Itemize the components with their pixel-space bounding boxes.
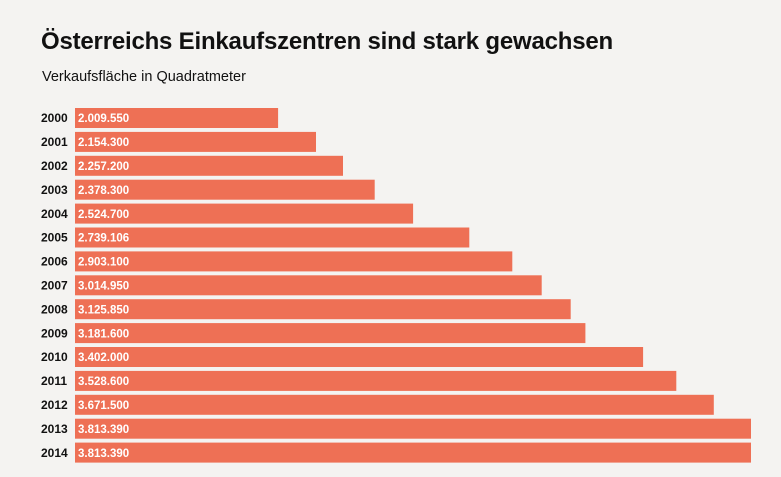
value-label-2003: 2.378.300 <box>78 185 129 197</box>
bar-2011 <box>75 370 677 391</box>
year-label-2014: 2014 <box>41 446 68 460</box>
value-label-2006: 2.903.100 <box>78 257 129 269</box>
bar-2000 <box>75 108 279 128</box>
value-label-2011: 3.528.600 <box>78 376 129 388</box>
bar-row-2010: 2010 3.402.000 <box>41 347 644 367</box>
year-label-2002: 2002 <box>41 159 68 173</box>
year-label-2007: 2007 <box>41 279 68 293</box>
value-label-2008: 3.125.850 <box>78 304 129 316</box>
year-label-2011: 2011 <box>41 374 67 388</box>
bar-row-2013: 2013 3.813.390 <box>41 418 751 439</box>
bar-row-2012: 2012 3.671.500 <box>41 394 714 415</box>
bar-2010 <box>75 347 644 367</box>
value-label-2012: 3.671.500 <box>78 400 129 412</box>
bar-row-2002: 2002 2.257.200 <box>41 155 343 176</box>
bar-2013 <box>75 418 751 439</box>
bar-row-2006: 2006 2.903.100 <box>41 251 513 272</box>
year-label-2010: 2010 <box>41 350 68 364</box>
year-label-2008: 2008 <box>41 302 68 316</box>
year-label-2009: 2009 <box>41 326 68 340</box>
chart-subtitle: Verkaufsfläche in Quadratmeter <box>42 69 246 85</box>
value-label-2013: 3.813.390 <box>78 424 129 436</box>
chart-title: Österreichs Einkaufszentren sind stark g… <box>41 28 613 55</box>
value-label-2014: 3.813.390 <box>78 448 129 460</box>
bar-row-2005: 2005 2.739.106 <box>41 227 470 248</box>
year-label-2003: 2003 <box>41 183 68 197</box>
bar-2014 <box>75 442 751 463</box>
year-label-2004: 2004 <box>41 207 68 221</box>
bar-row-2003: 2003 2.378.300 <box>41 179 375 200</box>
bar-2004 <box>75 203 414 224</box>
bar-row-2000: 2000 2.009.550 <box>41 108 279 128</box>
year-label-2001: 2001 <box>41 135 68 149</box>
year-label-2000: 2000 <box>41 111 68 125</box>
bar-row-2007: 2007 3.014.950 <box>41 275 542 296</box>
year-label-2013: 2013 <box>41 422 68 436</box>
bar-2006 <box>75 251 513 272</box>
bar-row-2009: 2009 3.181.600 <box>41 323 586 344</box>
bar-2009 <box>75 323 586 344</box>
bar-row-2004: 2004 2.524.700 <box>41 203 414 224</box>
bar-2005 <box>75 227 470 248</box>
bar-row-2001: 2001 2.154.300 <box>41 131 316 152</box>
value-label-2004: 2.524.700 <box>78 209 129 221</box>
bar-2007 <box>75 275 542 296</box>
bar-2002 <box>75 155 343 176</box>
year-label-2006: 2006 <box>41 255 68 269</box>
bar-row-2014: 2014 3.813.390 <box>41 442 751 463</box>
value-label-2000: 2.009.550 <box>78 113 129 125</box>
value-label-2001: 2.154.300 <box>78 137 129 149</box>
value-label-2005: 2.739.106 <box>78 233 129 245</box>
bar-2012 <box>75 394 714 415</box>
year-label-2005: 2005 <box>41 231 68 245</box>
value-label-2002: 2.257.200 <box>78 161 129 173</box>
value-label-2010: 3.402.000 <box>78 352 129 364</box>
value-label-2007: 3.014.950 <box>78 281 129 293</box>
bar-2001 <box>75 131 316 152</box>
bar-row-2011: 2011 3.528.600 <box>41 370 677 391</box>
year-label-2012: 2012 <box>41 398 68 412</box>
bar-2008 <box>75 299 571 320</box>
bar-row-2008: 2008 3.125.850 <box>41 299 571 320</box>
bar-2003 <box>75 179 375 200</box>
value-label-2009: 3.181.600 <box>78 328 129 340</box>
